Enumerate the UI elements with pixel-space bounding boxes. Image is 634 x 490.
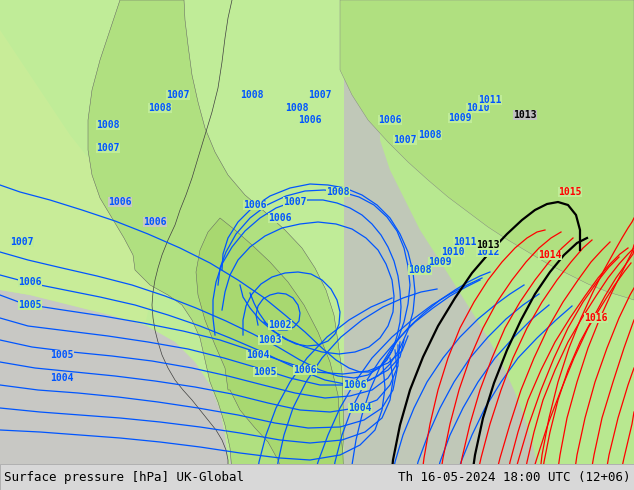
Text: 1012: 1012	[476, 247, 500, 257]
Polygon shape	[340, 0, 634, 300]
Polygon shape	[380, 0, 634, 490]
Text: 1006: 1006	[143, 217, 167, 227]
Polygon shape	[0, 0, 155, 325]
Text: 1007: 1007	[10, 237, 34, 247]
Text: 1006: 1006	[268, 213, 292, 223]
Text: 1006: 1006	[343, 380, 366, 390]
Bar	[0, 464, 634, 490]
Text: 1006: 1006	[243, 200, 267, 210]
Text: 1008: 1008	[148, 103, 172, 113]
Text: 1007: 1007	[283, 197, 307, 207]
Text: 1004: 1004	[348, 403, 372, 413]
Text: 1015: 1015	[559, 187, 582, 197]
Text: 1007: 1007	[166, 90, 190, 100]
Text: 1016: 1016	[585, 313, 608, 323]
Text: Surface pressure [hPa] UK-Global: Surface pressure [hPa] UK-Global	[4, 470, 244, 484]
Text: 1008: 1008	[285, 103, 309, 113]
Text: 1007: 1007	[308, 90, 332, 100]
Text: 1006: 1006	[298, 115, 321, 125]
Text: 1006: 1006	[108, 197, 132, 207]
Text: 1011: 1011	[478, 95, 501, 105]
Bar	[0, 464, 634, 490]
Text: 1005: 1005	[253, 367, 277, 377]
Text: 1009: 1009	[428, 257, 452, 267]
Text: 1007: 1007	[393, 135, 417, 145]
Text: 1002: 1002	[268, 320, 292, 330]
Text: 1006: 1006	[18, 277, 42, 287]
Text: 1008: 1008	[240, 90, 264, 100]
Polygon shape	[88, 0, 344, 490]
Text: 1006: 1006	[378, 115, 402, 125]
Text: 1007: 1007	[96, 143, 120, 153]
Text: 1004: 1004	[50, 373, 74, 383]
Polygon shape	[344, 0, 634, 490]
Text: 1005: 1005	[18, 300, 42, 310]
Text: 1010: 1010	[441, 247, 465, 257]
Polygon shape	[0, 0, 230, 490]
Polygon shape	[230, 0, 344, 490]
Text: 1003: 1003	[258, 335, 281, 345]
Text: Th 16-05-2024 18:00 UTC (12+06): Th 16-05-2024 18:00 UTC (12+06)	[398, 470, 630, 484]
Text: 1005: 1005	[50, 350, 74, 360]
Text: 1008: 1008	[408, 265, 432, 275]
Text: 1006: 1006	[294, 365, 317, 375]
Text: 1008: 1008	[96, 120, 120, 130]
Text: 1008: 1008	[418, 130, 442, 140]
Text: 1013: 1013	[476, 240, 500, 250]
Text: 1013: 1013	[514, 110, 537, 120]
Text: 1009: 1009	[448, 113, 472, 123]
Text: 1010: 1010	[466, 103, 489, 113]
Text: 1004: 1004	[246, 350, 269, 360]
Polygon shape	[196, 218, 344, 490]
Text: 1008: 1008	[327, 187, 350, 197]
Text: 1014: 1014	[538, 250, 562, 260]
Text: 1011: 1011	[453, 237, 477, 247]
